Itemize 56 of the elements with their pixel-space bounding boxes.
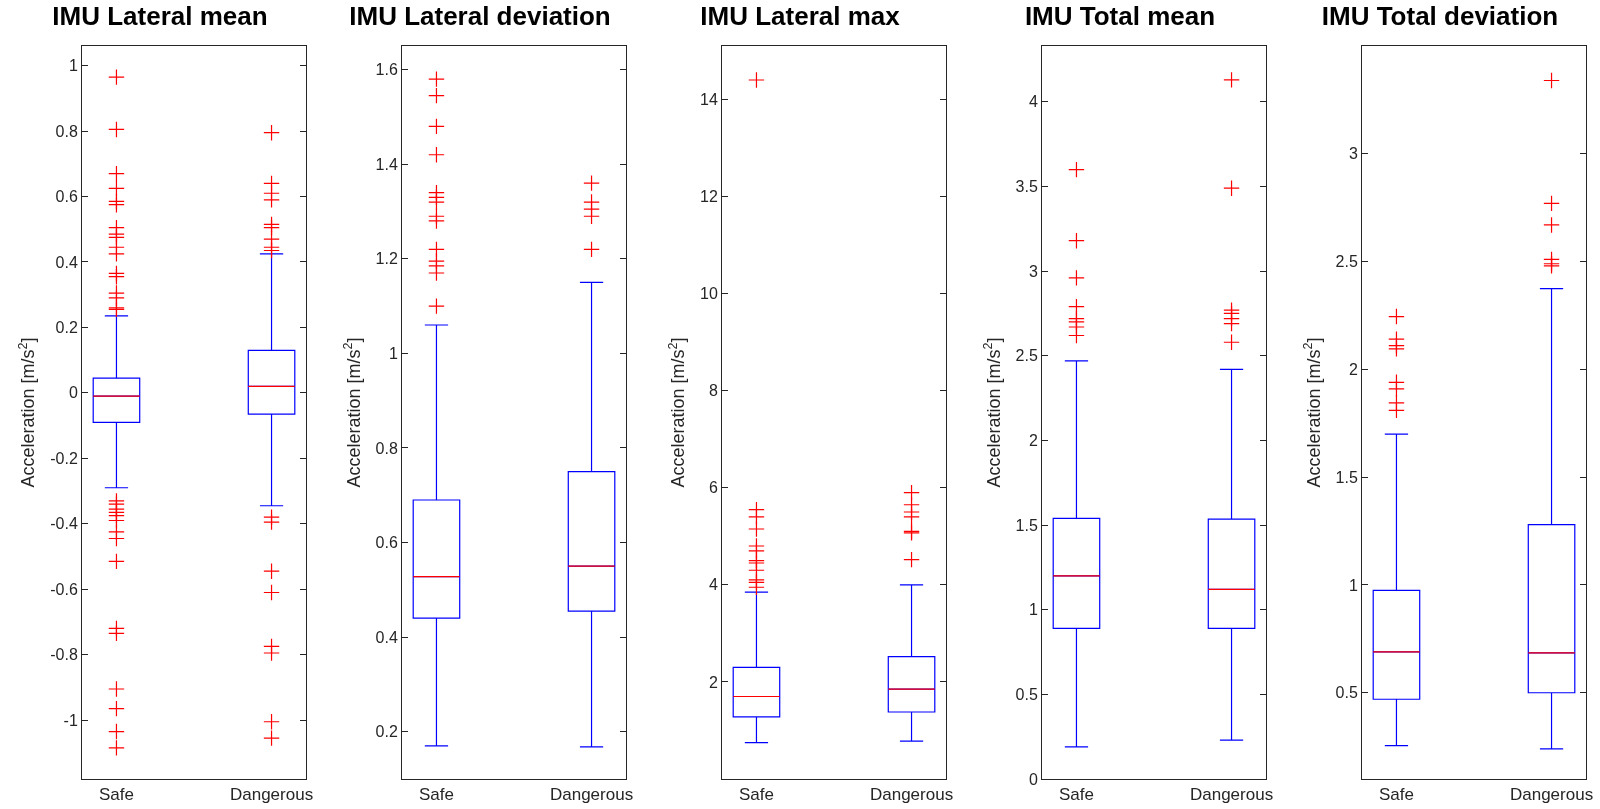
x-tick-label: Dangerous [1189,785,1274,805]
x-tick-label: Safe [1378,785,1414,805]
x-tick-label: Dangerous [229,785,314,805]
y-tick-label: 1.5 [1335,468,1358,486]
y-tick-label: 0.6 [55,188,78,206]
y-tick-label: 1.6 [375,61,398,79]
y-tick-label: 0.8 [375,439,398,457]
y-tick-label: 1 [1028,601,1038,619]
y-tick-label: 4 [1028,93,1038,111]
x-tick-label: Safe [98,785,134,805]
chart-title: IMU Lateral max [700,0,901,31]
y-tick-label: 1.5 [1015,516,1038,534]
y-tick-label: 1 [1348,576,1358,594]
y-tick-label: 8 [708,382,718,400]
y-tick-label: 0 [1028,770,1038,788]
y-tick-label: 2 [1028,432,1038,450]
x-tick-label: Dangerous [869,785,954,805]
y-tick-label: 3.5 [1015,178,1038,196]
chart-title: IMU Lateral mean [52,0,268,31]
x-tick-label: Dangerous [1509,785,1594,805]
y-tick-label: 1 [68,57,78,75]
y-tick-label: -0.4 [50,515,78,533]
y-tick-label: 14 [700,91,718,108]
chart-title: IMU Lateral deviation [349,0,611,31]
x-tick-label: Dangerous [549,785,634,805]
y-tick-label: -0.6 [50,580,78,598]
y-tick-label: 4 [708,576,718,594]
y-tick-label: 12 [700,188,718,206]
y-tick-label: 0 [68,384,78,402]
y-tick-label: 6 [708,479,718,497]
y-tick-label: 0.8 [55,122,78,140]
y-tick-label: -1 [63,711,78,729]
y-tick-label: 0.2 [55,319,78,337]
y-tick-label: 0.6 [375,534,398,552]
y-tick-label: 2 [1348,360,1358,378]
y-tick-label: -0.2 [50,449,78,467]
y-tick-label: 3 [1028,262,1038,280]
y-tick-label: -0.8 [50,646,78,664]
y-tick-label: 0.2 [375,723,398,741]
y-tick-label: 3 [1348,145,1358,163]
y-tick-label: 0.4 [375,628,398,646]
chart-title: IMU Total mean [1024,0,1216,31]
y-tick-label: 0.5 [1015,685,1038,703]
y-tick-label: 0.4 [55,253,78,271]
y-tick-label: 1.4 [375,155,398,173]
x-tick-label: Safe [418,785,454,805]
y-tick-label: 0.5 [1335,684,1358,702]
x-tick-label: Safe [738,785,774,805]
y-tick-label: 2 [708,673,718,691]
y-tick-label: 1 [388,344,398,362]
y-tick-label: 2.5 [1335,253,1358,271]
y-tick-label: 1.2 [375,250,398,268]
y-tick-label: 10 [700,285,718,303]
chart-title: IMU Total deviation [1321,0,1559,31]
y-tick-label: 2.5 [1015,347,1038,365]
x-tick-label: Safe [1058,785,1094,805]
